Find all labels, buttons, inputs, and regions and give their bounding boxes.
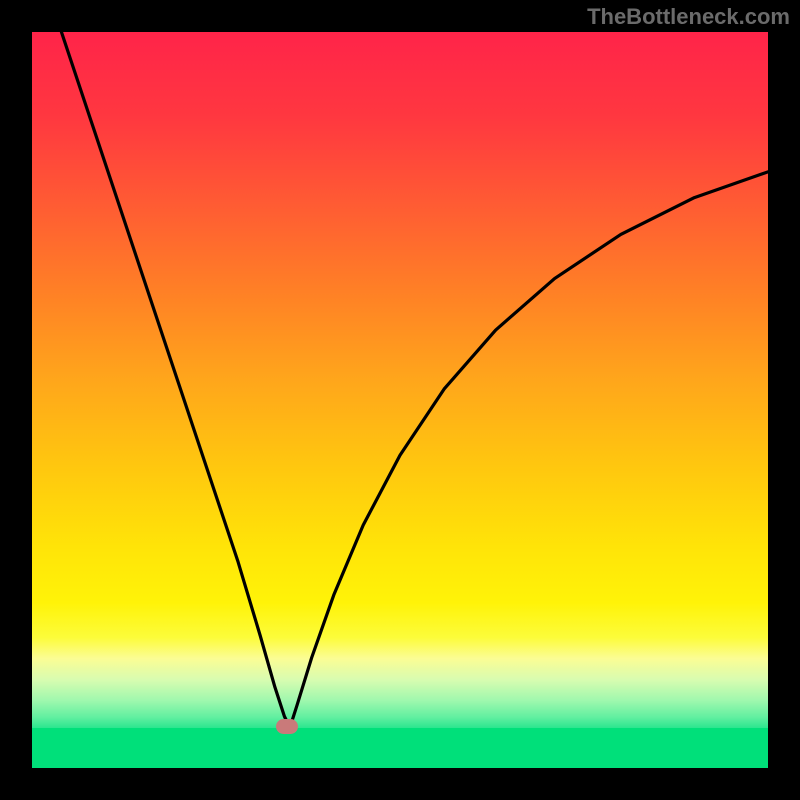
plot-area [32, 32, 768, 768]
watermark-text: TheBottleneck.com [587, 4, 790, 30]
plot-bottom-band [32, 728, 768, 768]
bottleneck-marker [276, 719, 298, 734]
plot-gradient [32, 32, 768, 728]
chart-root: TheBottleneck.com [0, 0, 800, 800]
